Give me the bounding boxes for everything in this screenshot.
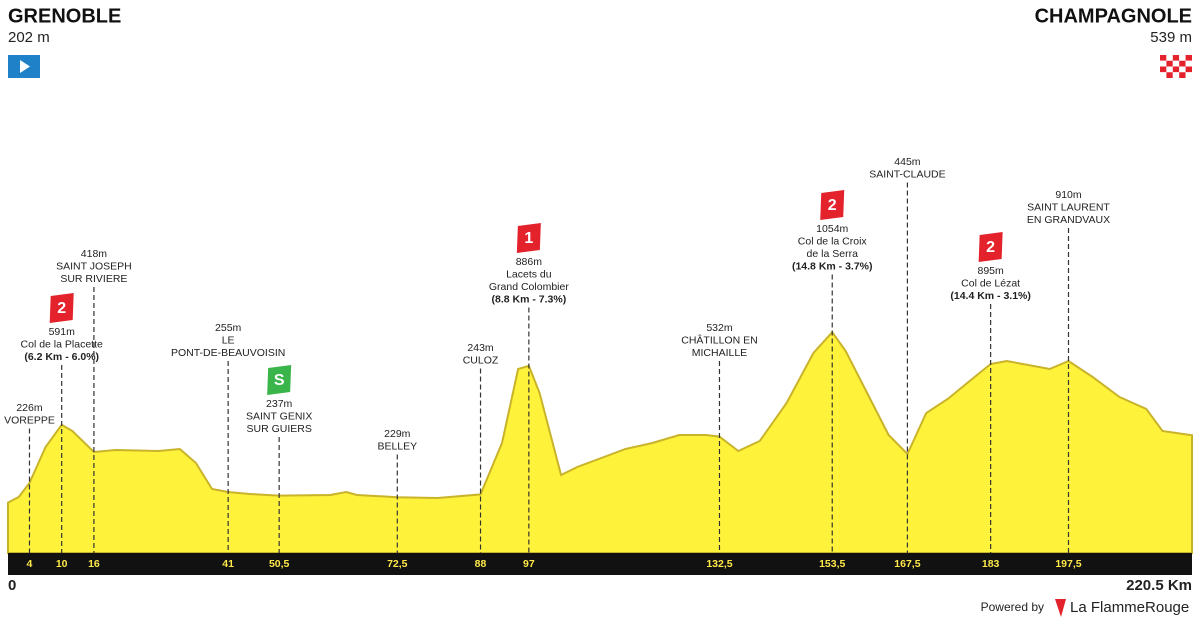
flag-cell [1179,60,1186,67]
axis-end: 220.5 Km [1126,577,1192,594]
waypoint-label: Col de la Croix [798,235,868,247]
waypoint-label: 591m [49,326,76,338]
badge [49,293,74,323]
waypoint-label: LE [222,334,235,346]
waypoint-label: 910m [1055,189,1082,201]
flag-cell [1172,66,1180,73]
km-label: 10 [56,558,68,570]
waypoint-label: 445m [894,156,921,168]
waypoint-label: de la Serra [807,248,859,260]
flag-cell [1172,55,1180,61]
km-label: 88 [475,558,487,570]
waypoint-label: SAINT LAURENT [1027,201,1110,213]
waypoint-label: SAINT GENIX [246,410,312,422]
km-label: 132,5 [706,558,732,570]
km-label: 183 [982,558,1000,570]
badge-label: 1 [524,230,533,247]
km-label: 41 [222,558,234,570]
flag-cell [1172,72,1180,78]
waypoint-label: BELLEY [377,440,417,452]
km-label: 197,5 [1055,558,1081,570]
badge-label: S [274,372,285,389]
flag-cell [1185,60,1192,67]
flag-cell [1172,60,1180,67]
waypoint-label: EN GRANDVAUX [1027,214,1110,226]
start-icon [8,55,40,78]
flag-cell [1160,60,1167,67]
waypoint-label: 229m [384,428,411,440]
waypoint-label: SAINT-CLAUDE [869,168,945,180]
flag-cell [1179,66,1186,73]
badge [267,365,292,395]
waypoint-label: SUR RIVIERE [60,273,127,285]
waypoint-label: CULOZ [463,354,499,366]
badge [978,232,1003,262]
flag-cell [1166,60,1173,67]
km-label: 153,5 [819,558,845,570]
badge-label: 2 [57,300,66,317]
flag-cell [1160,72,1167,78]
flag-cell [1166,66,1173,73]
start-name: GRENOBLE [8,5,121,27]
waypoint-label: SUR GUIERS [246,423,311,435]
start-altitude: 202 m [8,29,50,46]
waypoint-label: MICHAILLE [692,347,747,359]
flag-cell [1160,55,1167,61]
km-label: 97 [523,558,535,570]
axis-start: 0 [8,577,16,594]
waypoint-label: 255m [215,322,242,334]
badge [516,223,541,253]
brand: La FlammeRouge [1070,599,1189,616]
km-label: 16 [88,558,100,570]
flag-cell [1185,66,1192,73]
km-label: 4 [27,558,33,570]
waypoint-label: 1054m [816,223,848,235]
flag-cell [1160,66,1167,73]
waypoint-label: (6.2 Km - 6.0%) [24,351,99,363]
waypoint-label: SAINT JOSEPH [56,260,132,272]
waypoint-label: VOREPPE [4,414,55,426]
waypoint-label: 886m [516,256,543,268]
waypoint-label: Col de Lézat [961,277,1020,289]
badge [820,190,845,220]
waypoint-label: CHÂTILLON EN [681,333,757,346]
brand-logo [1055,599,1066,617]
finish-altitude: 539 m [1150,29,1192,46]
badge-label: 2 [828,197,837,214]
finish-icon [1160,55,1192,78]
finish-name: CHAMPAGNOLE [1035,5,1192,27]
flag-cell [1179,55,1186,61]
km-label: 72,5 [387,558,408,570]
waypoint-label: PONT-DE-BEAUVOISIN [171,347,285,359]
waypoint-label: (14.4 Km - 3.1%) [950,290,1031,302]
km-bar [8,553,1192,575]
km-label: 167,5 [894,558,920,570]
waypoint-label: 237m [266,398,293,410]
waypoint-label: Lacets du [506,268,552,280]
flag-cell [1185,72,1192,78]
km-label: 50,5 [269,558,290,570]
flag-cell [1166,72,1173,78]
waypoint-label: 418m [81,248,108,260]
elevation-profile [7,330,1193,554]
flag-cell [1166,55,1173,61]
waypoint-label: 226m [16,402,43,414]
waypoint-label: (14.8 Km - 3.7%) [792,260,873,272]
badge-label: 2 [986,239,995,256]
flag-cell [1185,55,1192,61]
flag-cell [1179,72,1186,78]
waypoint-label: (8.8 Km - 7.3%) [492,293,567,305]
powered-by: Powered by [981,600,1044,614]
waypoint-label: 895m [978,265,1005,277]
waypoint-label: Col de la Placette [21,338,103,350]
waypoint-label: 243m [467,342,494,354]
waypoint-label: 532m [706,322,733,334]
waypoint-label: Grand Colombier [489,281,569,293]
